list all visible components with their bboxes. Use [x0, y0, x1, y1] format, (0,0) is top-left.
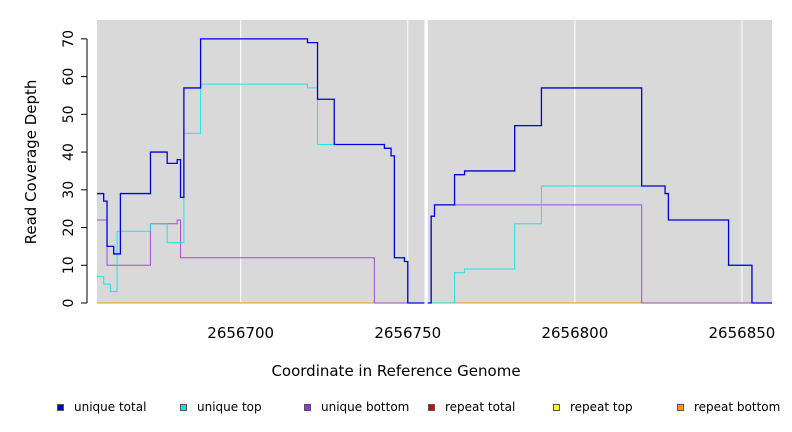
legend-item-unique-top: unique top: [180, 400, 262, 414]
legend-swatch: [57, 403, 64, 411]
legend-label: repeat top: [570, 400, 633, 414]
legend-label: unique total: [74, 400, 147, 414]
plot-panel-1: [97, 20, 425, 303]
series-unique-bottom-line: [97, 219, 425, 304]
legend-swatch: [180, 403, 187, 411]
series-unique-total-line: [427, 87, 772, 304]
x-tick-label: 2656850: [709, 324, 776, 342]
y-tick-label: 30: [61, 181, 77, 199]
y-tick-label: 70: [61, 30, 77, 48]
legend-item-repeat-total: repeat total: [428, 400, 515, 414]
legend-item-unique-total: unique total: [57, 400, 146, 414]
x-axis-label: Coordinate in Reference Genome: [271, 362, 521, 380]
x-tick-label: 2656800: [541, 324, 608, 342]
legend-item-repeat-bottom: repeat bottom: [677, 400, 780, 414]
y-tick-label: 60: [61, 68, 77, 86]
legend-swatch: [677, 403, 684, 411]
chart-legend: unique total unique top unique bottom repea…: [0, 400, 792, 420]
series-lines: [97, 38, 772, 304]
y-axis-label: Read Coverage Depth: [22, 80, 40, 245]
legend-label: repeat total: [445, 400, 516, 414]
plot-background: [97, 20, 772, 303]
legend-swatch: [428, 403, 435, 411]
x-axis: 2656700 2656750 2656800 2656850: [207, 324, 775, 342]
series-unique-total-line: [97, 38, 425, 304]
y-tick-label: 20: [61, 219, 77, 237]
legend-swatch: [304, 403, 311, 411]
legend-item-repeat-top: repeat top: [553, 400, 633, 414]
y-axis: 0 10 20 30 40 50 60 70: [61, 30, 88, 308]
y-tick-label: 50: [61, 105, 77, 123]
x-tick-label: 2656700: [207, 324, 274, 342]
legend-item-unique-bottom: unique bottom: [304, 400, 409, 414]
legend-label: unique top: [197, 400, 262, 414]
plot-grid: [240, 20, 743, 303]
legend-swatch: [553, 403, 560, 411]
x-tick-label: 2656750: [374, 324, 441, 342]
y-tick-label: 40: [61, 143, 77, 161]
y-tick-label: 0: [61, 299, 77, 308]
y-tick-label: 10: [61, 256, 77, 274]
legend-label: repeat bottom: [694, 400, 781, 414]
plot-panel-2: [427, 20, 772, 303]
legend-label: unique bottom: [321, 400, 410, 414]
